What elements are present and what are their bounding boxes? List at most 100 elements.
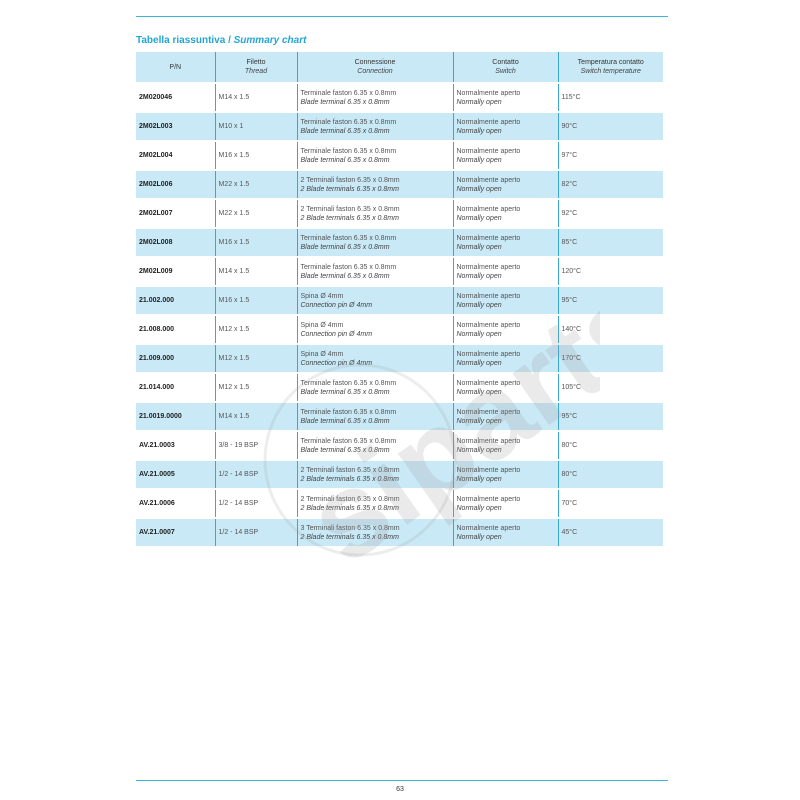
connection-italian: 3 Terminali faston 6.35 x 0.8mm [300, 524, 400, 532]
switch-italian: Normalmente aperto [456, 205, 521, 213]
switch-english: Normally open [456, 98, 502, 106]
header-italian: Connessione [354, 59, 396, 66]
thread: 3/8 - 19 BSP [214, 430, 297, 460]
title-italian: Tabella riassuntiva [136, 35, 226, 46]
connection-italian: Terminale faston 6.35 x 0.8mm [300, 263, 397, 271]
switch-italian: Normalmente aperto [456, 437, 521, 445]
switch-italian: Normalmente aperto [456, 147, 521, 155]
table-row: 21.008.000 M12 x 1.5 Spina Ø 4mm Connection… [136, 314, 663, 344]
switch-temperature: 115°C [557, 82, 663, 112]
switch-italian: Normalmente aperto [456, 350, 521, 358]
header-italian: P/N [169, 63, 182, 71]
connection-english: 2 Blade terminals 6.35 x 0.8mm [300, 214, 399, 222]
part-number: 21.009.000 [136, 343, 215, 373]
title-english: Summary chart [233, 35, 307, 46]
table-row: 2M020046 M14 x 1.5 Terminale faston 6.35 x… [136, 82, 663, 112]
column-header: Contatto Switch [452, 52, 558, 83]
connection-english: Blade terminal 6.35 x 0.8mm [300, 156, 390, 164]
switch-english: Normally open [456, 185, 502, 193]
connection-italian: Terminale faston 6.35 x 0.8mm [300, 234, 397, 242]
thread: M12 x 1.5 [214, 343, 297, 373]
thread: M14 x 1.5 [214, 401, 297, 431]
table-row: 21.002.000 M16 x 1.5 Spina Ø 4mm Connection… [136, 285, 663, 315]
table-row: 21.014.000 M12 x 1.5 Terminale faston 6.35… [136, 372, 663, 402]
connection-english: Blade terminal 6.35 x 0.8mm [300, 243, 390, 251]
table-row: 21.009.000 M12 x 1.5 Spina Ø 4mm Connection… [136, 343, 663, 373]
connection-italian: Spina Ø 4mm [300, 292, 344, 300]
switch-temperature: 45°C [557, 517, 663, 546]
connection-italian: Terminale faston 6.35 x 0.8mm [300, 437, 397, 445]
switch-temperature: 80°C [557, 430, 663, 460]
switch: Normalmente aperto Normally open [452, 459, 558, 489]
switch-english: Normally open [456, 417, 502, 425]
switch-italian: Normalmente aperto [456, 234, 521, 242]
table-row: 2M02L007 M22 x 1.5 2 Terminali faston 6.35… [136, 198, 663, 228]
connection: Terminale faston 6.35 x 0.8mm Blade termi… [296, 401, 453, 431]
connection: Terminale faston 6.35 x 0.8mm Blade termi… [296, 256, 453, 286]
connection-english: Blade terminal 6.35 x 0.8mm [300, 446, 390, 454]
switch-english: Normally open [456, 214, 502, 222]
connection-italian: 2 Terminali faston 6.35 x 0.8mm [300, 205, 400, 213]
connection-italian: Spina Ø 4mm [300, 350, 344, 358]
switch-temperature: 120°C [557, 256, 663, 286]
part-number: AV.21.0007 [136, 517, 215, 546]
thread: M16 x 1.5 [214, 140, 297, 170]
switch-temperature: 70°C [557, 488, 663, 518]
switch-italian: Normalmente aperto [456, 321, 521, 329]
switch-temperature: 140°C [557, 314, 663, 344]
switch-temperature: 80°C [557, 459, 663, 489]
switch-italian: Normalmente aperto [456, 408, 521, 416]
switch-english: Normally open [456, 272, 502, 280]
switch-english: Normally open [456, 301, 502, 309]
connection: Spina Ø 4mm Connection pin Ø 4mm [296, 285, 453, 315]
switch-italian: Normalmente aperto [456, 466, 521, 474]
connection-italian: 2 Terminali faston 6.35 x 0.8mm [300, 176, 400, 184]
table-row: 2M02L008 M16 x 1.5 Terminale faston 6.35 x… [136, 227, 663, 257]
header-english: Switch temperature [580, 68, 641, 75]
connection: Terminale faston 6.35 x 0.8mm Blade termi… [296, 430, 453, 460]
title-separator: / [225, 35, 234, 46]
connection-english: Connection pin Ø 4mm [300, 359, 373, 367]
switch-english: Normally open [456, 330, 502, 338]
switch: Normalmente aperto Normally open [452, 401, 558, 431]
connection-english: Blade terminal 6.35 x 0.8mm [300, 388, 390, 396]
switch-temperature: 170°C [557, 343, 663, 373]
switch: Normalmente aperto Normally open [452, 517, 558, 546]
thread: M12 x 1.5 [214, 372, 297, 402]
connection: Terminale faston 6.35 x 0.8mm Blade termi… [296, 111, 453, 141]
table-row: AV.21.0003 3/8 - 19 BSP Terminale faston 6… [136, 430, 663, 460]
connection: Terminale faston 6.35 x 0.8mm Blade termi… [296, 372, 453, 402]
switch: Normalmente aperto Normally open [452, 256, 558, 286]
part-number: 21.002.000 [136, 285, 215, 315]
switch: Normalmente aperto Normally open [452, 372, 558, 402]
part-number: 21.014.000 [136, 372, 215, 402]
thread: M12 x 1.5 [214, 314, 297, 344]
switch-english: Normally open [456, 359, 502, 367]
switch-italian: Normalmente aperto [456, 118, 521, 126]
connection-english: Blade terminal 6.35 x 0.8mm [300, 127, 390, 135]
switch-italian: Normalmente aperto [456, 495, 521, 503]
switch-temperature: 97°C [557, 140, 663, 170]
column-header: Temperatura contatto Switch temperature [557, 52, 663, 83]
switch-temperature: 82°C [557, 169, 663, 199]
switch-italian: Normalmente aperto [456, 89, 521, 97]
connection: Spina Ø 4mm Connection pin Ø 4mm [296, 343, 453, 373]
connection-italian: Terminale faston 6.35 x 0.8mm [300, 89, 397, 97]
part-number: AV.21.0005 [136, 459, 215, 489]
connection: Terminale faston 6.35 x 0.8mm Blade termi… [296, 227, 453, 257]
connection-italian: Terminale faston 6.35 x 0.8mm [300, 118, 397, 126]
connection-english: Blade terminal 6.35 x 0.8mm [300, 417, 390, 425]
thread: 1/2 - 14 BSP [214, 488, 297, 518]
part-number: 2M02L006 [136, 169, 215, 199]
switch-english: Normally open [456, 446, 502, 454]
switch: Normalmente aperto Normally open [452, 198, 558, 228]
connection-english: Connection pin Ø 4mm [300, 301, 373, 309]
table-row: 2M02L006 M22 x 1.5 2 Terminali faston 6.35… [136, 169, 663, 199]
switch-italian: Normalmente aperto [456, 379, 521, 387]
connection-italian: Terminale faston 6.35 x 0.8mm [300, 147, 397, 155]
part-number: AV.21.0003 [136, 430, 215, 460]
thread: M14 x 1.5 [214, 256, 297, 286]
switch-english: Normally open [456, 127, 502, 135]
part-number: 21.0019.0000 [136, 401, 215, 431]
connection-english: 2 Blade terminals 6.35 x 0.8mm [300, 185, 399, 193]
